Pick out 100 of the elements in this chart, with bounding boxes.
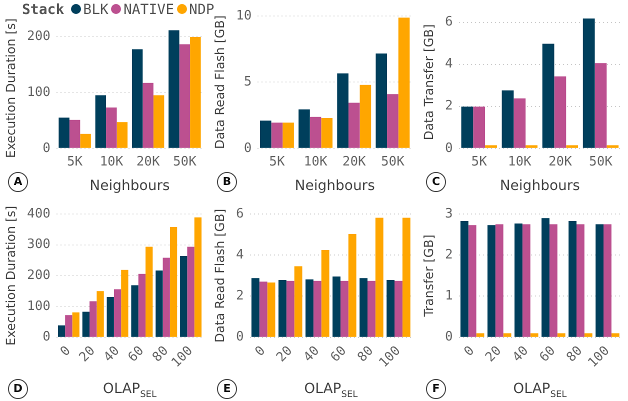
bar xyxy=(460,220,468,337)
x-tick-label: 5K xyxy=(66,154,83,170)
bar xyxy=(298,109,310,148)
y-tick-label: 100 xyxy=(26,84,50,100)
bar xyxy=(95,95,106,148)
x-tick-label: 20K xyxy=(342,154,366,170)
x-tick-label: 20K xyxy=(548,154,572,170)
x-tick-label: 5K xyxy=(471,154,488,170)
bar xyxy=(495,224,504,337)
y-tick-label: 4 xyxy=(445,56,453,72)
x-tick-label: 40 xyxy=(101,343,123,366)
y-tick-label: 6 xyxy=(236,206,244,222)
bar xyxy=(72,312,80,337)
bar xyxy=(194,217,202,337)
legend-label: NATIVE xyxy=(123,2,174,18)
y-tick-label: 5 xyxy=(244,74,252,90)
x-tick-label: 100 xyxy=(585,343,613,371)
y-tick-label: 1 xyxy=(445,288,453,304)
bar xyxy=(584,333,592,337)
y-tick-label: 2 xyxy=(445,247,453,262)
x-tick-label: 60 xyxy=(328,343,350,366)
bar xyxy=(162,258,170,337)
bar xyxy=(282,122,294,148)
bar xyxy=(286,280,294,337)
bar xyxy=(582,18,595,148)
y-tick-label: 0 xyxy=(445,140,453,156)
bar xyxy=(187,246,194,337)
bar xyxy=(542,44,554,148)
bar xyxy=(487,225,496,337)
bar xyxy=(394,280,402,337)
y-axis-title: Data Transfer [GB] xyxy=(420,24,436,140)
bar xyxy=(522,224,530,337)
x-tick-label: 50K xyxy=(172,154,197,170)
text: D xyxy=(8,379,28,399)
y-tick-label: 400 xyxy=(26,206,50,222)
y-axis-title: Transfer [GB] xyxy=(420,234,436,318)
y-tick-label: 0 xyxy=(244,140,252,156)
y-tick-label: 3 xyxy=(445,206,453,222)
bar xyxy=(294,266,302,337)
bar xyxy=(114,289,122,337)
bar xyxy=(271,122,283,148)
bar xyxy=(468,225,476,337)
y-tick-label: 10 xyxy=(236,8,252,24)
bar xyxy=(156,270,163,337)
bar xyxy=(267,282,276,337)
bar xyxy=(142,82,154,148)
text: A xyxy=(8,172,28,192)
bar xyxy=(131,285,138,337)
bar xyxy=(96,291,104,337)
y-tick-label: 4 xyxy=(236,247,244,262)
bar xyxy=(138,274,146,337)
x-tick-label: 40 xyxy=(510,343,532,366)
bar xyxy=(566,145,578,148)
text: E xyxy=(217,379,237,399)
bar xyxy=(398,18,410,148)
bar xyxy=(313,280,322,337)
bar xyxy=(58,325,66,337)
bar xyxy=(116,122,128,148)
x-tick-label: 80 xyxy=(564,343,586,366)
y-axis-title: Execution Duration [s] xyxy=(2,206,18,346)
text: C xyxy=(426,172,446,192)
bar xyxy=(594,63,607,148)
x-axis-title: Neighbours xyxy=(294,178,376,194)
bar xyxy=(69,120,80,148)
bar xyxy=(596,224,604,337)
bar xyxy=(306,279,314,337)
bar xyxy=(82,312,90,337)
bar xyxy=(485,145,497,148)
x-axis-title: OLAP$_{SEL}$ xyxy=(512,381,568,400)
y-tick-label: 0 xyxy=(42,330,50,345)
bar xyxy=(190,36,201,148)
bar xyxy=(65,315,72,337)
bar xyxy=(387,94,398,148)
x-tick-label: 50K xyxy=(588,154,613,170)
bar xyxy=(514,223,522,337)
bar xyxy=(514,98,526,148)
x-axis-title: Neighbours xyxy=(498,178,581,194)
bar xyxy=(278,280,286,337)
x-tick-label: 40 xyxy=(300,343,323,366)
y-tick-label: 0 xyxy=(445,330,453,345)
bar xyxy=(461,106,474,148)
bar xyxy=(549,224,558,337)
legend-label: NDP xyxy=(189,2,214,18)
bar xyxy=(146,246,153,337)
x-tick-label: 5K xyxy=(269,154,285,170)
bar xyxy=(386,280,395,337)
text: B xyxy=(217,172,237,192)
bar xyxy=(542,218,550,337)
x-tick-label: 20 xyxy=(76,343,98,366)
x-tick-label: 60 xyxy=(536,343,559,366)
bar xyxy=(530,333,538,337)
bar xyxy=(526,145,538,148)
y-tick-label: 0 xyxy=(236,330,244,345)
bar xyxy=(402,218,410,337)
bar xyxy=(473,106,486,148)
bar xyxy=(604,224,612,337)
bar xyxy=(476,333,484,337)
bar xyxy=(260,120,272,148)
bar xyxy=(153,95,164,148)
x-axis-title: Neighbours xyxy=(88,178,171,194)
